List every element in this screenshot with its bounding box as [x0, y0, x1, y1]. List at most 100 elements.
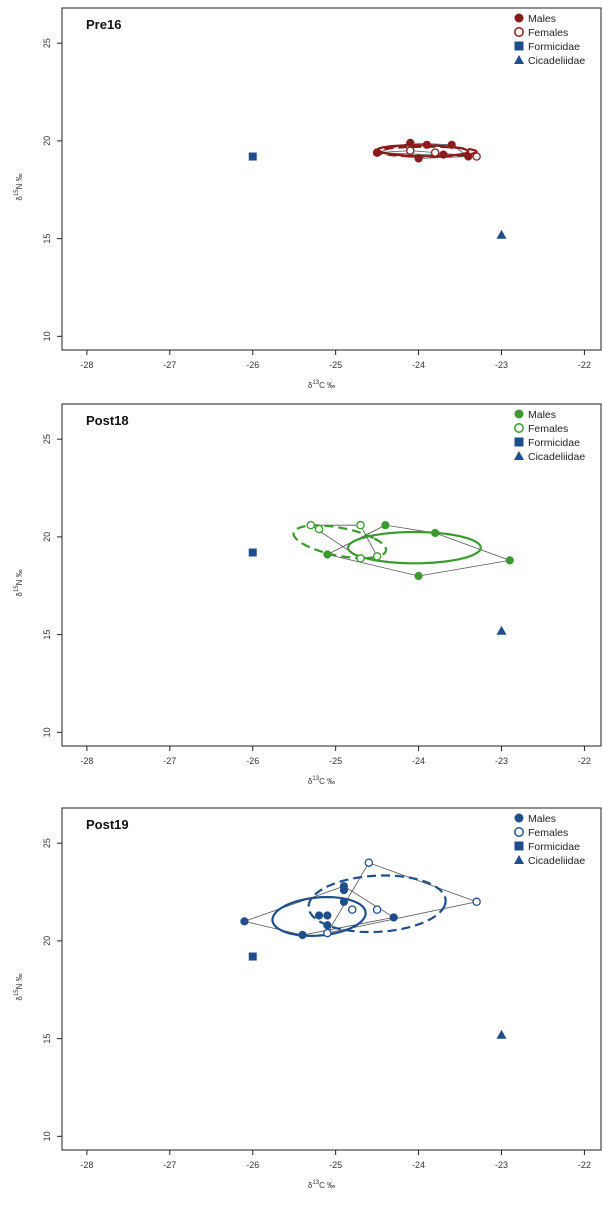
y-tick-label: 25: [42, 838, 52, 848]
x-tick-label: -24: [412, 1160, 425, 1170]
y-tick-label: 25: [42, 434, 52, 444]
male-point: [464, 152, 473, 161]
chart-svg: -28 -27 -26 -25 -24 -23 -22 10 15 20 25 δ13C ‰ δ15N …: [14, 7, 602, 390]
x-tick-label: -23: [495, 360, 508, 370]
y-tick-label: 20: [42, 136, 52, 146]
male-point: [339, 897, 349, 906]
cicadeliidae-point: [496, 625, 507, 635]
x-tick-label: -23: [495, 1160, 508, 1170]
female-point: [372, 905, 382, 914]
x-tick-label: -27: [163, 756, 176, 766]
male-point: [414, 154, 423, 163]
chart-svg: -28 -27 -26 -25 -24 -23 -22 10 15 20 25 δ13C ‰ δ15N …: [14, 807, 602, 1190]
y-tick-label: 15: [42, 1034, 52, 1044]
female-point: [406, 146, 415, 155]
plot-frame: [61, 807, 602, 1151]
female-point: [347, 905, 357, 914]
legend-males-label: Males: [528, 813, 556, 825]
male-point: [373, 148, 382, 157]
x-axis-label: δ13C ‰: [308, 776, 335, 786]
x-tick-label: -27: [163, 360, 176, 370]
y-axis-label: δ15N ‰: [14, 973, 24, 1000]
legend-cicadeliidae-label: Cicadeliidae: [528, 451, 585, 463]
legend-formicidae-symbol: [514, 841, 524, 851]
male-point: [323, 911, 332, 920]
female-point: [372, 552, 382, 561]
x-axis-label: δ13C ‰: [308, 380, 335, 390]
legend-formicidae-symbol: [514, 437, 524, 447]
x-tick-label: -25: [329, 360, 342, 370]
x-tick-label: -22: [578, 756, 591, 766]
x-tick-label: -26: [246, 1160, 259, 1170]
x-tick-label: -24: [412, 756, 425, 766]
y-tick-label: 15: [42, 234, 52, 244]
formicidae-point: [248, 548, 257, 557]
female-point: [364, 858, 374, 867]
legend: Males Females Formicidae Cicadeliidae: [514, 409, 585, 463]
y-tick-label: 20: [42, 936, 52, 946]
chart-svg: -28 -27 -26 -25 -24 -23 -22 10 15 20 25 δ13C ‰ δ15N …: [14, 403, 602, 786]
male-point: [439, 150, 448, 159]
legend-cicadeliidae-label: Cicadeliidae: [528, 55, 585, 67]
x-tick-label: -22: [578, 360, 591, 370]
legend-cicadeliidae-symbol: [514, 855, 524, 864]
formicidae-point: [248, 152, 257, 161]
legend-formicidae-symbol: [514, 41, 524, 51]
panel-title: Pre16: [86, 17, 121, 32]
y-tick-label: 20: [42, 532, 52, 542]
plot-frame: [61, 403, 602, 747]
female-point: [430, 148, 440, 157]
male-hull: [243, 885, 395, 936]
male-point: [414, 571, 423, 581]
x-tick-label: -27: [163, 1160, 176, 1170]
male-point: [505, 556, 514, 565]
male-point: [240, 917, 249, 926]
chart-panel-post19: -28 -27 -26 -25 -24 -23 -22 10 15 20 25 δ13C ‰ δ15N …: [0, 800, 603, 1200]
female-point: [323, 928, 332, 938]
male-point: [431, 528, 440, 538]
male-ellipse: [346, 530, 482, 565]
legend-males-symbol: [514, 13, 524, 23]
legend-males-label: Males: [528, 409, 556, 421]
y-tick-label: 15: [42, 630, 52, 640]
female-point: [356, 520, 365, 530]
cicadeliidae-point: [496, 229, 507, 239]
female-point: [306, 520, 316, 530]
legend-cicadeliidae-symbol: [514, 55, 524, 64]
male-hull: [326, 524, 512, 577]
y-tick-label: 25: [42, 38, 52, 48]
female-point: [356, 554, 365, 563]
x-tick-label: -28: [80, 360, 93, 370]
formicidae-point: [248, 952, 257, 961]
legend-males-label: Males: [528, 13, 556, 25]
male-point: [298, 930, 307, 940]
legend-formicidae-label: Formicidae: [528, 41, 580, 53]
male-ellipse: [271, 896, 367, 938]
cicadeliidae-point: [496, 1029, 507, 1039]
male-point: [406, 138, 415, 147]
y-axis-label: δ15N ‰: [14, 173, 24, 200]
legend-females-symbol: [514, 27, 524, 37]
panel-title: Post19: [86, 817, 129, 832]
legend-females-symbol: [514, 827, 524, 837]
legend-formicidae-label: Formicidae: [528, 841, 580, 853]
female-ellipse: [307, 874, 447, 934]
male-point: [323, 550, 332, 559]
legend-females-label: Females: [528, 27, 568, 39]
male-point: [389, 913, 398, 922]
male-point: [447, 140, 456, 149]
x-tick-label: -22: [578, 1160, 591, 1170]
female-point: [472, 152, 481, 161]
legend: Males Females Formicidae Cicadeliidae: [514, 813, 585, 867]
legend-cicadeliidae-label: Cicadeliidae: [528, 855, 585, 867]
x-tick-label: -28: [80, 756, 93, 766]
male-point: [381, 521, 390, 530]
legend-males-symbol: [514, 409, 524, 419]
y-axis-label: δ15N ‰: [14, 569, 24, 596]
male-point: [422, 140, 431, 149]
x-tick-label: -25: [329, 756, 342, 766]
male-point: [323, 921, 332, 930]
female-point: [314, 524, 324, 534]
panel-title: Post18: [86, 413, 129, 428]
